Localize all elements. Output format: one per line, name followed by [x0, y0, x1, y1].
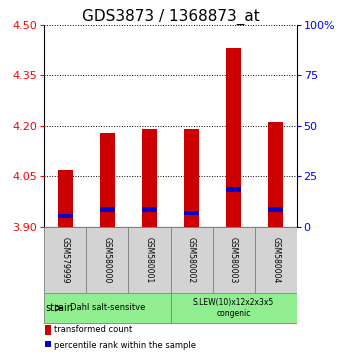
Bar: [268, 207, 283, 212]
Bar: [212, 227, 255, 293]
Bar: [170, 293, 297, 323]
Bar: [100, 133, 115, 227]
Text: GSM580001: GSM580001: [145, 237, 154, 283]
Bar: [184, 211, 199, 215]
Bar: [184, 129, 199, 227]
Bar: [142, 207, 157, 212]
Bar: [45, 341, 51, 351]
Text: GSM579999: GSM579999: [61, 237, 70, 283]
Bar: [142, 129, 157, 227]
Bar: [45, 325, 51, 335]
Text: strain: strain: [45, 303, 73, 313]
Bar: [58, 214, 73, 218]
Bar: [44, 227, 86, 293]
Bar: [226, 187, 241, 192]
Bar: [44, 293, 170, 323]
Bar: [170, 227, 212, 293]
Bar: [129, 227, 170, 293]
Text: GSM580004: GSM580004: [271, 237, 280, 283]
Text: percentile rank within the sample: percentile rank within the sample: [54, 341, 196, 350]
Bar: [86, 227, 129, 293]
Text: Dahl salt-sensitve: Dahl salt-sensitve: [70, 303, 145, 313]
Text: GSM580002: GSM580002: [187, 237, 196, 283]
Bar: [255, 227, 297, 293]
Bar: [268, 122, 283, 227]
Bar: [226, 48, 241, 227]
Bar: [58, 170, 73, 227]
Text: GSM580000: GSM580000: [103, 237, 112, 283]
Text: S.LEW(10)x12x2x3x5
congenic: S.LEW(10)x12x2x3x5 congenic: [193, 298, 274, 318]
Bar: [100, 207, 115, 212]
Title: GDS3873 / 1368873_at: GDS3873 / 1368873_at: [81, 8, 260, 25]
Text: transformed count: transformed count: [54, 325, 132, 334]
Text: GSM580003: GSM580003: [229, 237, 238, 283]
